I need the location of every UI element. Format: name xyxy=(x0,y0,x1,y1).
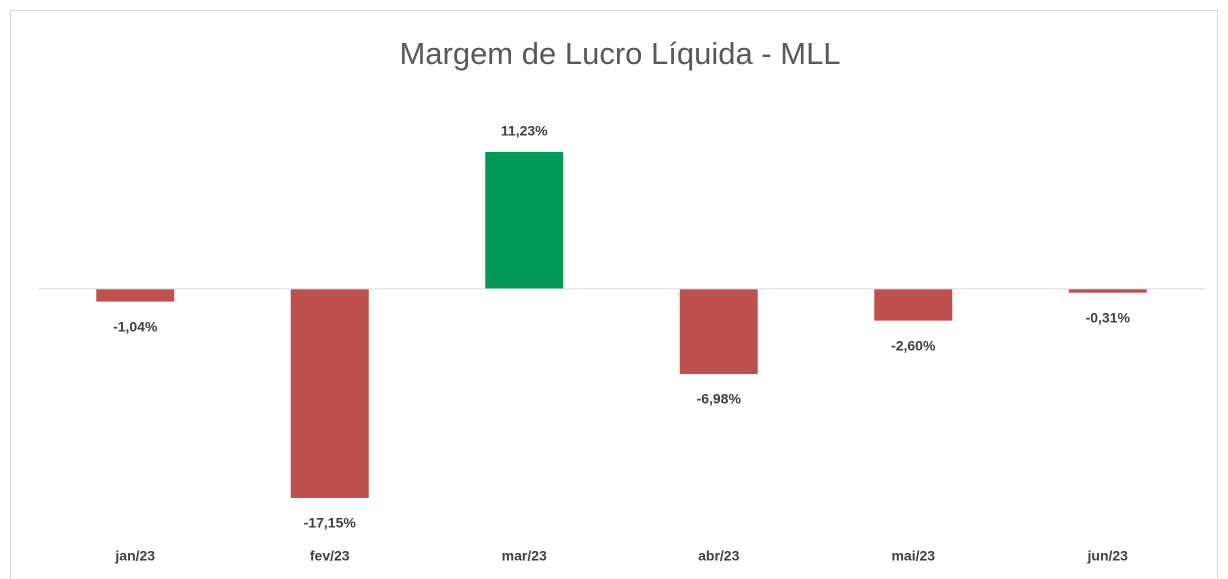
bar xyxy=(1068,288,1147,293)
chart-frame xyxy=(10,10,1218,579)
data-label: -17,15% xyxy=(304,515,357,531)
x-tick-label: fev/23 xyxy=(310,548,350,564)
bar xyxy=(96,288,175,302)
bar xyxy=(485,152,564,289)
x-tick-label: abr/23 xyxy=(698,548,739,564)
x-tick-label: jan/23 xyxy=(114,548,155,564)
x-tick-label: mai/23 xyxy=(891,548,935,564)
bar xyxy=(874,288,953,321)
data-label: 11,23% xyxy=(501,123,548,139)
x-tick-label: mar/23 xyxy=(502,548,547,564)
data-label: -0,31% xyxy=(1086,309,1131,325)
data-label: -2,60% xyxy=(891,337,936,353)
bar xyxy=(290,288,369,498)
data-label: -6,98% xyxy=(697,391,742,407)
x-tick-label: jun/23 xyxy=(1087,548,1129,564)
chart-title: Margem de Lucro Líquida - MLL xyxy=(399,36,840,71)
data-label: -1,04% xyxy=(113,318,158,334)
bar xyxy=(679,288,758,375)
